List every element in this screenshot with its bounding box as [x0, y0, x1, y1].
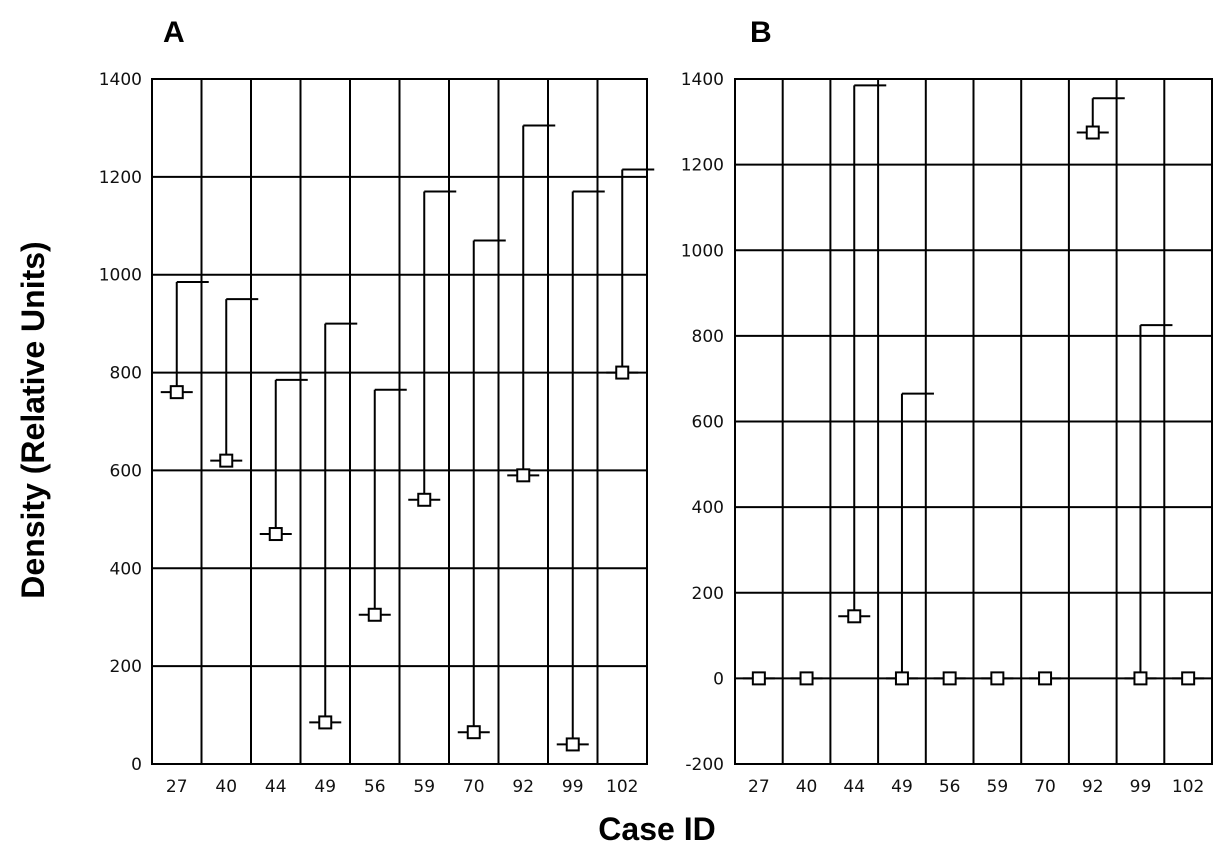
data-point	[990, 671, 1005, 686]
data-point	[942, 671, 957, 686]
y-tick-label: 1400	[681, 70, 724, 90]
x-tick-label: 56	[939, 777, 961, 797]
data-point	[367, 607, 382, 622]
data-point	[565, 737, 580, 752]
y-tick-label: 1000	[99, 266, 142, 286]
data-point	[1038, 671, 1053, 686]
data-point	[1181, 671, 1196, 686]
data-point	[219, 453, 234, 468]
y-tick-label: 600	[110, 461, 142, 481]
x-tick-label: 49	[314, 777, 336, 797]
y-tick-label: 1200	[681, 156, 724, 176]
x-tick-label: 27	[748, 777, 770, 797]
y-tick-label: 200	[110, 657, 142, 677]
x-tick-label: 92	[1082, 777, 1104, 797]
y-tick-label: 0	[713, 669, 724, 689]
panel-label-b: B	[750, 16, 772, 49]
x-tick-label: 99	[1130, 777, 1152, 797]
data-point	[751, 671, 766, 686]
x-tick-label: 59	[413, 777, 435, 797]
data-point	[1085, 125, 1100, 140]
y-tick-label: 1000	[681, 241, 724, 261]
panel-label-a: A	[163, 16, 185, 49]
chart-panel-a: A 0 200 400 600 800 1000 1200 1400 27 40 44 49 56 59 7…	[99, 16, 655, 797]
chart-panel-b: B -200 0 200 400 600 800 1000 1200 1400 27 40 44 49 5…	[681, 16, 1213, 797]
x-tick-label: 56	[364, 777, 386, 797]
data-point	[799, 671, 814, 686]
data-point	[169, 385, 184, 400]
x-tick-label: 27	[166, 777, 188, 797]
x-tick-label: 99	[562, 777, 584, 797]
data-point	[318, 715, 333, 730]
x-tick-label: 40	[796, 777, 818, 797]
data-point	[894, 671, 909, 686]
y-tick-label: 0	[131, 755, 142, 775]
y-tick-label: 400	[692, 498, 724, 518]
x-tick-label: 92	[512, 777, 534, 797]
x-tick-label: 44	[843, 777, 865, 797]
y-tick-label: 1200	[99, 168, 142, 188]
data-point	[268, 527, 283, 542]
x-axis-title: Case ID	[598, 811, 715, 846]
x-tick-label: 70	[463, 777, 485, 797]
y-tick-label: 1400	[99, 70, 142, 90]
y-tick-label: 800	[692, 327, 724, 347]
x-tick-label: 59	[987, 777, 1009, 797]
data-point	[847, 609, 862, 624]
y-tick-label: 200	[692, 584, 724, 604]
y-tick-label: 400	[110, 559, 142, 579]
x-tick-label: 40	[215, 777, 237, 797]
y-tick-label: -200	[685, 755, 724, 775]
x-tick-label: 70	[1034, 777, 1056, 797]
y-tick-label: 800	[110, 364, 142, 384]
y-tick-label: 600	[692, 413, 724, 433]
x-tick-label: 102	[1172, 777, 1204, 797]
data-point	[516, 468, 531, 483]
x-tick-label: 44	[265, 777, 287, 797]
data-point	[466, 725, 481, 740]
y-axis-title: Density (Relative Units)	[15, 241, 51, 598]
data-point	[417, 492, 432, 507]
data-point	[1133, 671, 1148, 686]
x-tick-label: 49	[891, 777, 913, 797]
x-tick-label: 102	[606, 777, 638, 797]
data-point	[615, 365, 630, 380]
